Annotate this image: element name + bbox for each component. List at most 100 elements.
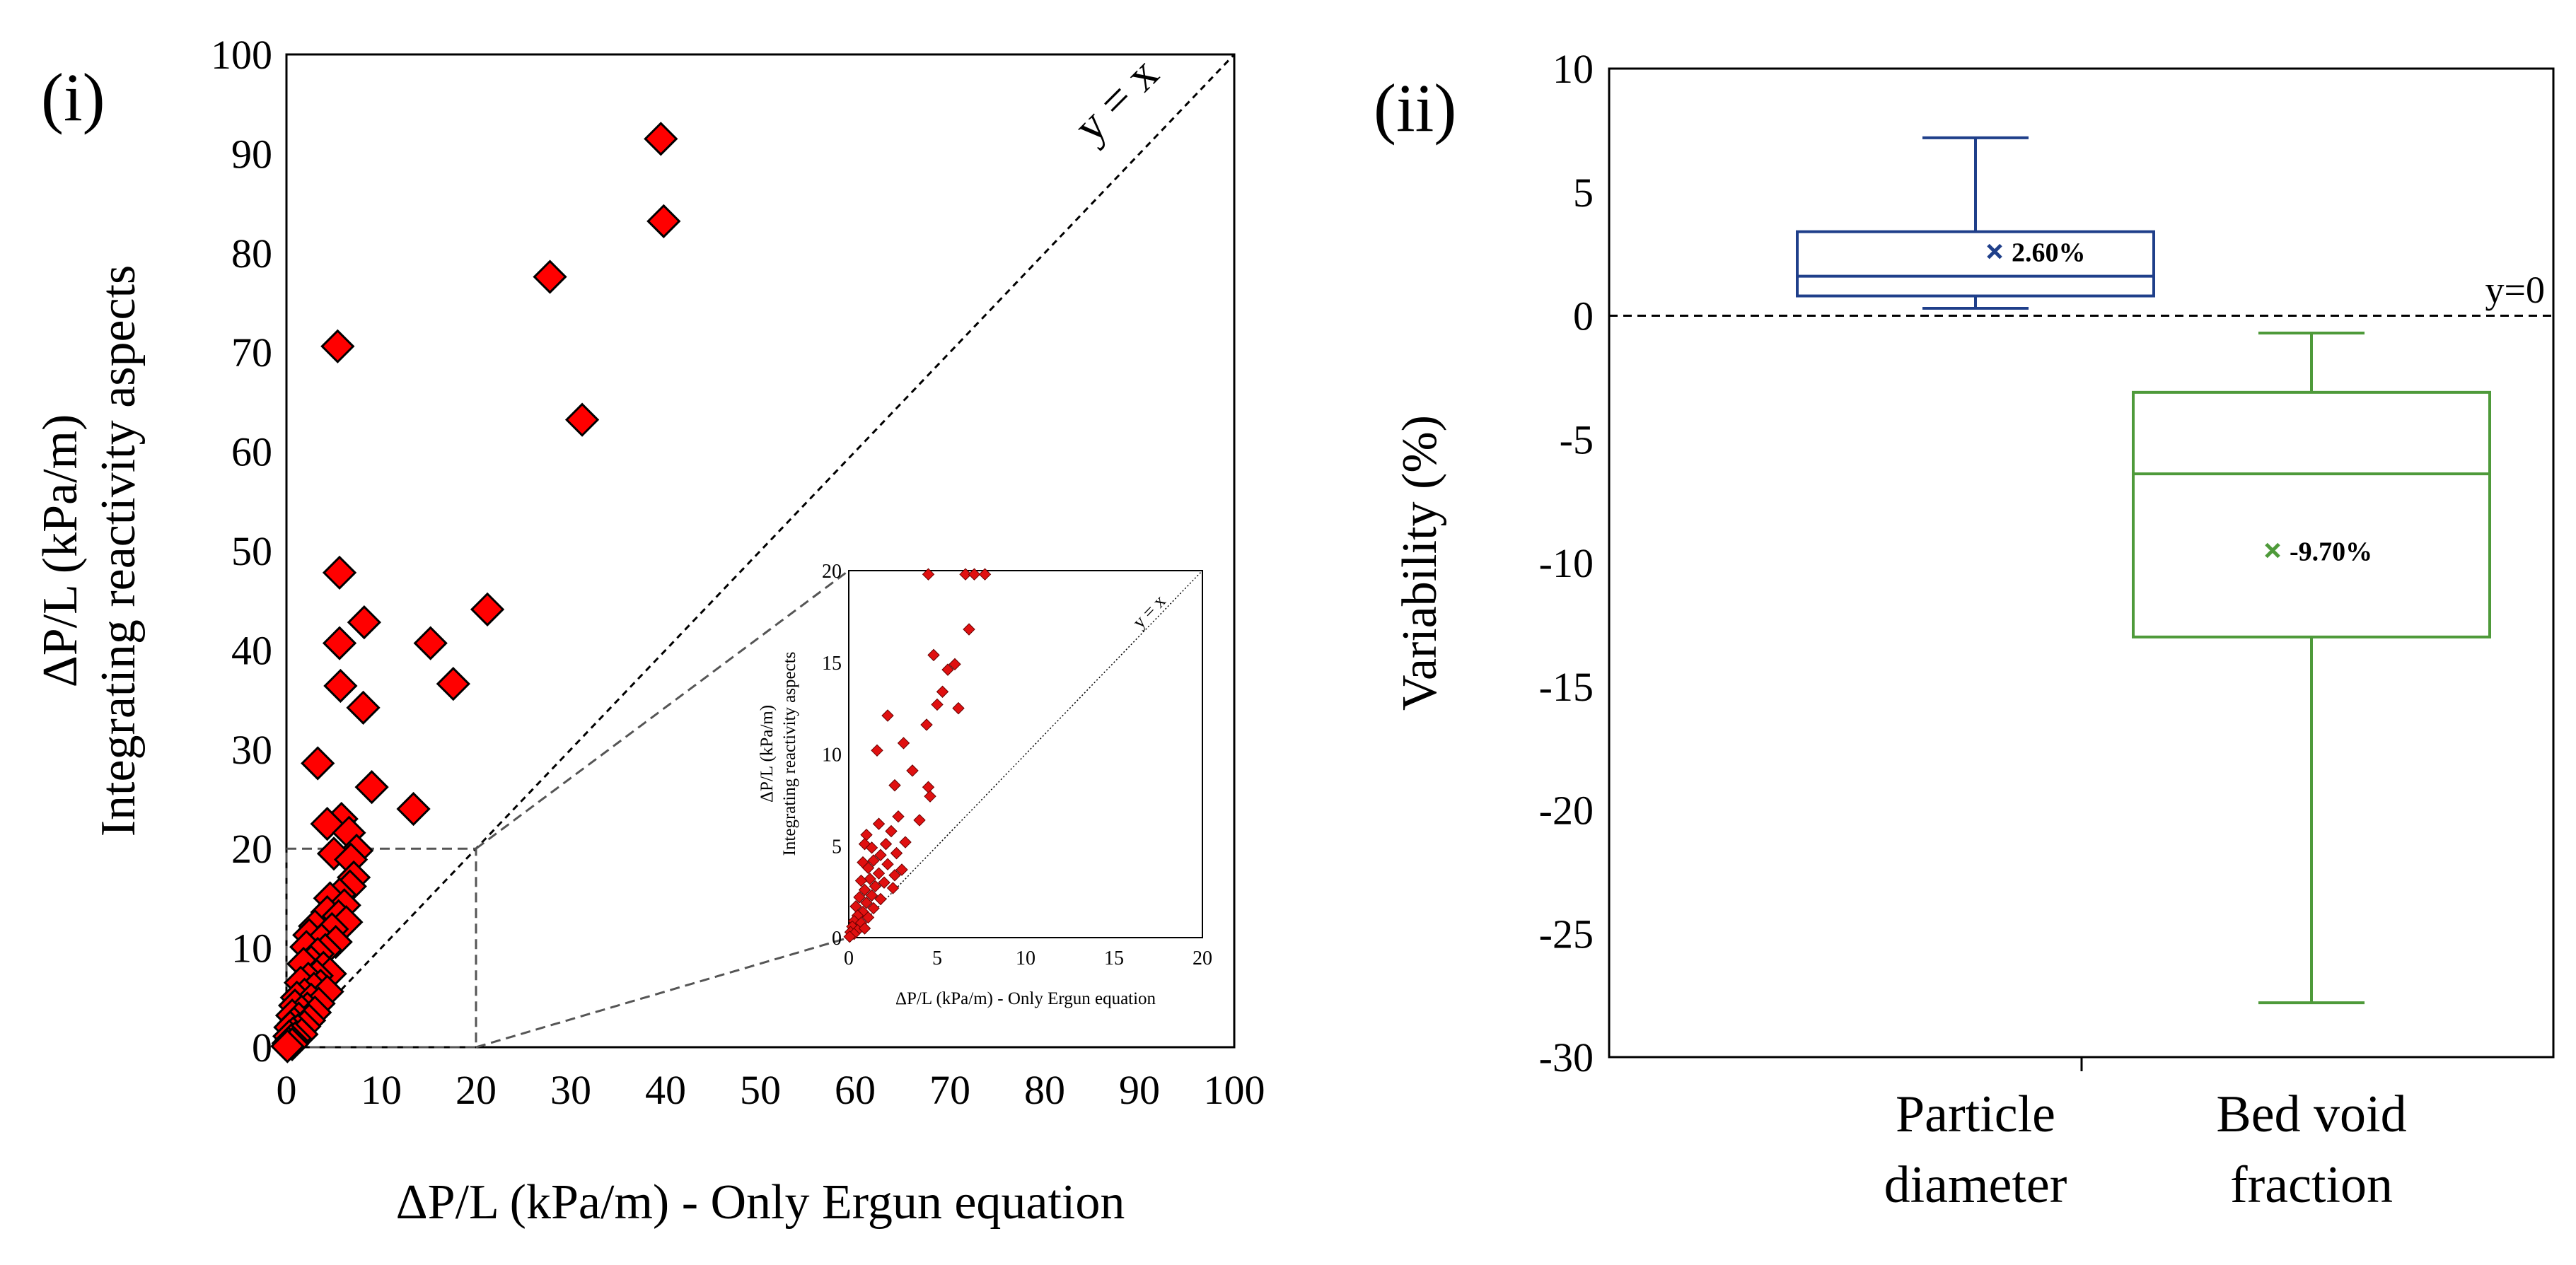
category-labels: Particle diameter Bed void fraction (1884, 1085, 2407, 1214)
inset-data-point (899, 836, 912, 849)
inset-data-point (888, 869, 901, 882)
x-tick-label: 20 (456, 1067, 497, 1113)
x-tick-label: 50 (740, 1067, 781, 1113)
inset-reference-line-y-equals-x (848, 570, 1203, 938)
data-point (396, 791, 431, 827)
data-point (533, 260, 567, 294)
inset-data-point (861, 861, 875, 875)
inset-data-point (853, 891, 866, 904)
inset-data-point (931, 698, 944, 711)
y-tick-label: 50 (231, 528, 272, 574)
panel-ii: (ii) y=0 2.60% -9.70% 10 5 0 -5 -10 -15 -20 -25 -… (1374, 46, 2555, 1214)
inset-data-point (978, 568, 992, 581)
inset-y-tick-label: 15 (822, 653, 842, 675)
inset-data-point (927, 648, 940, 662)
y-tick-label: 20 (231, 826, 272, 872)
reference-line-i (285, 53, 1236, 1049)
inset-y-axis-label-line2: Integrating reactivity aspects (780, 652, 799, 856)
x-tick-label: 90 (1119, 1067, 1160, 1113)
inset-data-point (892, 810, 905, 823)
inset-data-point (913, 814, 926, 827)
inset-data-point (897, 737, 910, 750)
inset-data-point (865, 889, 878, 902)
inset-data-point (858, 837, 871, 851)
y-tick-label-ii: -25 (1539, 911, 1594, 957)
inset-data-point (872, 867, 886, 880)
inset-data-point (871, 744, 883, 757)
data-point (346, 690, 381, 725)
data-point (354, 770, 389, 805)
inset-data-point (874, 892, 887, 906)
inset-data-point (878, 876, 890, 889)
inset-data-point (860, 896, 873, 909)
x-tick-label: 40 (645, 1067, 686, 1113)
x-tick-label: 10 (361, 1067, 402, 1113)
category-label: diameter (1884, 1156, 2067, 1214)
y-tick-label-ii: -10 (1539, 540, 1594, 586)
mean-label: -9.70% (2290, 537, 2372, 567)
data-point (322, 555, 357, 590)
category-label: Particle (1896, 1085, 2055, 1143)
inset-data-point (906, 764, 919, 777)
inset-data-point (861, 911, 875, 924)
inset-data-point (895, 863, 908, 876)
inset-reference-line (848, 570, 1203, 938)
zoom-box (285, 847, 477, 1049)
inset-x-axis-label: ΔP/L (kPa/m) - Only Ergun equation (895, 989, 1156, 1008)
reference-line-y-equals-x (285, 53, 1236, 1049)
inset-x-tick-label: 0 (844, 948, 854, 969)
inset-data-point (881, 858, 894, 870)
inset-data-point (959, 568, 972, 581)
y-axis-label-i-line1: ΔP/L (kPa/m) (33, 414, 88, 688)
y-tick-label: 0 (252, 1025, 272, 1071)
data-point (470, 592, 505, 626)
y-tick-label: 80 (231, 231, 272, 276)
data-point (413, 626, 448, 660)
y-tick-label-ii: -5 (1560, 416, 1594, 462)
mean-marker (2265, 542, 2280, 559)
inset-x-tick-label: 5 (932, 948, 942, 969)
inset-data-point (952, 701, 965, 715)
x-axis-label-i: ΔP/L (kPa/m) - Only Ergun equation (396, 1175, 1125, 1230)
panel-i-label: (i) (41, 59, 105, 135)
inset-data-point (867, 902, 880, 915)
inset-data-point (879, 837, 893, 851)
inset-data-point (874, 849, 887, 861)
inset-data-point (888, 779, 901, 792)
inset-x-tick-label: 15 (1104, 948, 1124, 969)
inset-y-tick-labels: 0 5 10 15 20 (822, 561, 842, 950)
inset-data-point (963, 623, 975, 636)
x-tick-label: 30 (550, 1067, 591, 1113)
inset-data-point (864, 873, 876, 885)
inset-data-point (881, 709, 894, 722)
inset-data-point (858, 883, 871, 897)
data-point (322, 626, 357, 660)
data-point (564, 402, 600, 437)
y-axis-label-i-line2: Integrating reactivity aspects (91, 265, 146, 837)
data-point (320, 329, 355, 363)
inset-data-point (936, 685, 949, 698)
y-tick-label: 30 (231, 727, 272, 773)
inset-data-point (941, 663, 954, 676)
inset-data-point (865, 841, 878, 854)
y-tick-label: 70 (231, 330, 272, 375)
inset-y-tick-label: 10 (822, 745, 842, 766)
y-tick-label-ii: -15 (1539, 664, 1594, 710)
inset-x-tick-labels: 0 5 10 15 20 (844, 948, 1212, 969)
inset-x-tick-label: 10 (1016, 948, 1035, 969)
inset-data-point (920, 718, 933, 731)
plot-frame-i (285, 53, 1236, 1049)
zoom-connector-bottom (475, 936, 849, 1049)
category-label: fraction (2230, 1156, 2393, 1214)
zero-reference-label: y=0 (2485, 269, 2545, 311)
data-point (323, 668, 358, 704)
data-point (270, 1029, 305, 1063)
inset-y-tick-label: 0 (832, 928, 842, 950)
box-iqr (2132, 390, 2491, 639)
inset-y-axis-label-line1: ΔP/L (kPa/m) (758, 705, 777, 803)
y-tick-label-ii: 0 (1573, 293, 1594, 339)
inset-data-point (968, 568, 981, 581)
y-tick-label-ii: -30 (1539, 1034, 1594, 1080)
inset-data-point (843, 930, 856, 943)
